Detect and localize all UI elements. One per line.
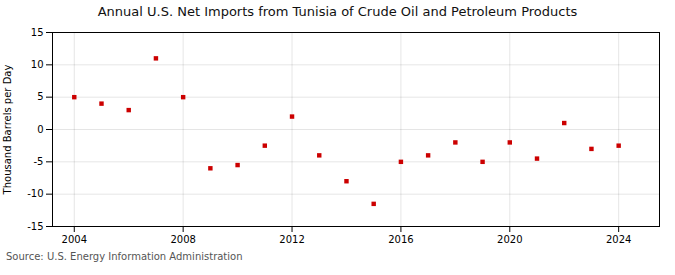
svg-text:-5: -5 <box>34 156 44 167</box>
svg-text:2004: 2004 <box>62 234 87 245</box>
svg-text:2016: 2016 <box>388 234 413 245</box>
svg-text:10: 10 <box>31 59 44 70</box>
html-text:Source: U.S. Energy Informatio: Source: U.S. Energy Information Administ… <box>6 251 243 262</box>
svg-text:2024: 2024 <box>606 234 631 245</box>
html-text:Annual U.S. Net Imports from T: Annual U.S. Net Imports from Tunisia of … <box>97 4 578 19</box>
svg-text:2020: 2020 <box>497 234 522 245</box>
svg-text:2008: 2008 <box>170 234 195 245</box>
svg-text:-10: -10 <box>27 188 43 199</box>
svg-text:-15: -15 <box>27 221 43 232</box>
svg-text:2012: 2012 <box>279 234 304 245</box>
svg-text:15: 15 <box>31 27 44 38</box>
svg-text:Thousand Barrels per Day: Thousand Barrels per Day <box>2 65 13 196</box>
svg-text:5: 5 <box>37 91 43 102</box>
svg-text:0: 0 <box>37 124 43 135</box>
